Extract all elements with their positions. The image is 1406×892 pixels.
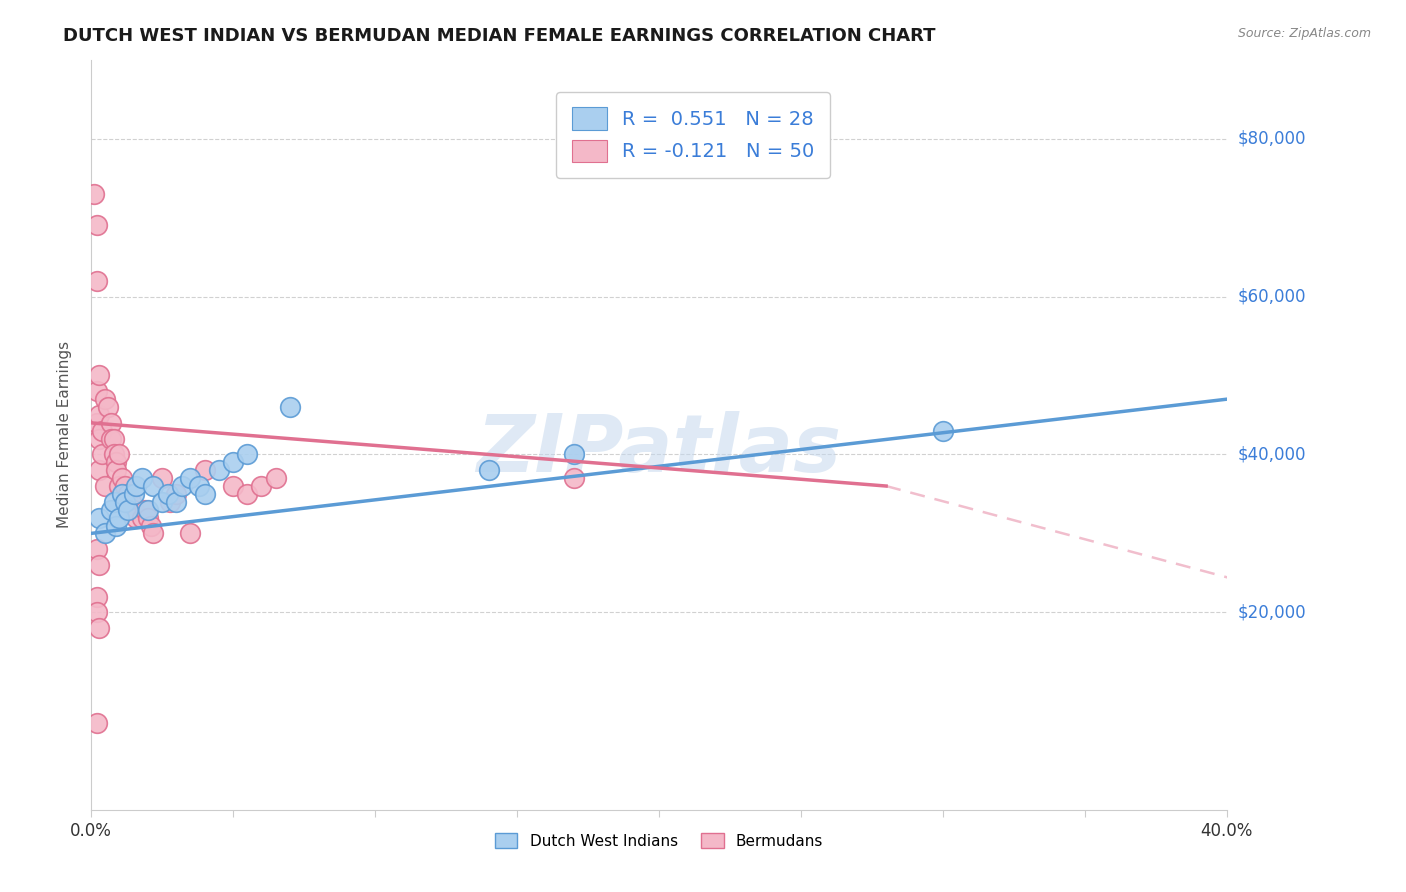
Point xyxy=(105,463,128,477)
Point xyxy=(134,502,156,516)
Point xyxy=(125,510,148,524)
Text: ZIPatlas: ZIPatlas xyxy=(477,410,841,489)
Point xyxy=(193,463,215,477)
Point xyxy=(117,487,139,501)
Point xyxy=(142,526,165,541)
Point xyxy=(89,408,111,422)
Point xyxy=(179,526,201,541)
Text: $80,000: $80,000 xyxy=(1239,129,1306,147)
Point xyxy=(105,455,128,469)
Point xyxy=(222,479,245,493)
Point xyxy=(222,455,245,469)
Point xyxy=(100,416,122,430)
Point xyxy=(278,400,301,414)
Point xyxy=(97,400,120,414)
Point xyxy=(165,495,187,509)
Point xyxy=(208,463,231,477)
Point xyxy=(114,495,136,509)
Point xyxy=(165,487,187,501)
Point xyxy=(86,590,108,604)
Point xyxy=(89,432,111,446)
Point xyxy=(86,715,108,730)
Point xyxy=(125,479,148,493)
Point xyxy=(105,518,128,533)
Point xyxy=(562,471,585,485)
Point xyxy=(91,424,114,438)
Point xyxy=(108,510,131,524)
Point xyxy=(103,495,125,509)
Point xyxy=(114,479,136,493)
Point xyxy=(100,432,122,446)
Point xyxy=(122,502,145,516)
Point xyxy=(86,416,108,430)
Text: $20,000: $20,000 xyxy=(1239,603,1306,622)
Point xyxy=(94,526,117,541)
Point xyxy=(122,487,145,501)
Point xyxy=(236,447,259,461)
Point xyxy=(108,447,131,461)
Point xyxy=(103,447,125,461)
Point xyxy=(100,502,122,516)
Legend: Dutch West Indians, Bermudans: Dutch West Indians, Bermudans xyxy=(488,827,830,855)
Point xyxy=(114,495,136,509)
Point xyxy=(86,606,108,620)
Point xyxy=(179,471,201,485)
Point xyxy=(139,518,162,533)
Point xyxy=(111,487,134,501)
Point xyxy=(94,392,117,406)
Point xyxy=(89,368,111,383)
Point xyxy=(103,432,125,446)
Point xyxy=(131,471,153,485)
Point xyxy=(117,502,139,516)
Text: $40,000: $40,000 xyxy=(1239,445,1306,464)
Point xyxy=(170,479,193,493)
Point xyxy=(89,558,111,572)
Point xyxy=(150,471,173,485)
Point xyxy=(131,510,153,524)
Point xyxy=(83,186,105,201)
Point xyxy=(193,487,215,501)
Point xyxy=(159,495,181,509)
Point xyxy=(86,219,108,233)
Point xyxy=(136,502,159,516)
Point xyxy=(236,487,259,501)
Point xyxy=(89,463,111,477)
Point xyxy=(187,479,209,493)
Point xyxy=(136,510,159,524)
Point xyxy=(89,621,111,635)
Point xyxy=(108,479,131,493)
Point xyxy=(111,471,134,485)
Point xyxy=(91,447,114,461)
Point xyxy=(86,384,108,399)
Point xyxy=(142,479,165,493)
Point xyxy=(477,463,499,477)
Point xyxy=(89,510,111,524)
Point xyxy=(94,479,117,493)
Point xyxy=(120,495,142,509)
Point xyxy=(86,274,108,288)
Point xyxy=(150,495,173,509)
Point xyxy=(932,424,955,438)
Point xyxy=(156,487,179,501)
Text: Source: ZipAtlas.com: Source: ZipAtlas.com xyxy=(1237,27,1371,40)
Point xyxy=(264,471,287,485)
Point xyxy=(562,447,585,461)
Text: $60,000: $60,000 xyxy=(1239,287,1306,305)
Point xyxy=(86,542,108,557)
Point xyxy=(250,479,273,493)
Text: DUTCH WEST INDIAN VS BERMUDAN MEDIAN FEMALE EARNINGS CORRELATION CHART: DUTCH WEST INDIAN VS BERMUDAN MEDIAN FEM… xyxy=(63,27,936,45)
Y-axis label: Median Female Earnings: Median Female Earnings xyxy=(58,341,72,528)
